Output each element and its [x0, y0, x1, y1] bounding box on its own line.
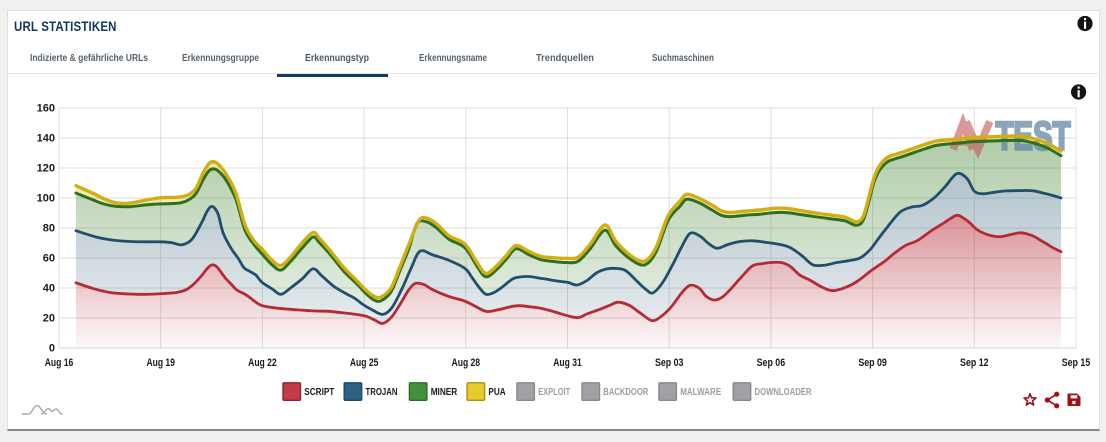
svg-text:Trendquellen: Trendquellen [536, 52, 594, 64]
svg-text:EXPLOIT: EXPLOIT [538, 386, 570, 398]
svg-text:Aug 31: Aug 31 [553, 357, 582, 369]
svg-text:Indizierte & gefährliche URLs: Indizierte & gefährliche URLs [30, 52, 148, 64]
svg-text:Sep 09: Sep 09 [858, 357, 887, 369]
svg-text:Aug 19: Aug 19 [146, 357, 175, 369]
svg-text:PUA: PUA [488, 386, 506, 398]
svg-text:0: 0 [49, 343, 55, 355]
svg-text:MINER: MINER [431, 386, 458, 398]
svg-text:Sep 12: Sep 12 [960, 357, 989, 369]
svg-text:Aug 28: Aug 28 [452, 357, 481, 369]
svg-text:120: 120 [37, 163, 55, 175]
svg-text:MALWARE: MALWARE [680, 386, 721, 398]
svg-text:80: 80 [43, 223, 55, 235]
svg-text:Erkennungsgruppe: Erkennungsgruppe [182, 52, 259, 64]
svg-text:Sep 03: Sep 03 [655, 357, 684, 369]
svg-text:100: 100 [37, 193, 55, 205]
svg-text:60: 60 [43, 253, 55, 265]
svg-text:SCRIPT: SCRIPT [304, 386, 334, 398]
svg-text:Aug 25: Aug 25 [350, 357, 379, 369]
svg-text:Suchmaschinen: Suchmaschinen [652, 52, 714, 64]
svg-text:160: 160 [37, 103, 55, 115]
svg-text:TROJAN: TROJAN [366, 386, 398, 398]
svg-text:Erkennungsname: Erkennungsname [419, 52, 487, 64]
svg-text:DOWNLOADER: DOWNLOADER [755, 386, 812, 398]
svg-text:40: 40 [43, 283, 55, 295]
svg-text:Erkennungstyp: Erkennungstyp [305, 52, 369, 64]
svg-text:Sep 06: Sep 06 [757, 357, 786, 369]
svg-text:20: 20 [43, 313, 55, 325]
svg-text:140: 140 [37, 133, 55, 145]
svg-text:Aug 16: Aug 16 [45, 357, 74, 369]
svg-text:Aug 22: Aug 22 [248, 357, 277, 369]
svg-text:Sep 15: Sep 15 [1062, 357, 1091, 369]
svg-text:BACKDOOR: BACKDOOR [603, 386, 648, 398]
